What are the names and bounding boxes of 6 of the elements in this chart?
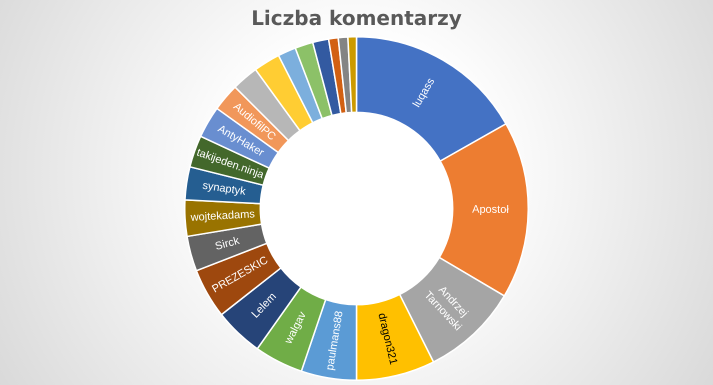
- slice-label: paulmans88: [324, 310, 346, 372]
- chart-title: Liczba komentarzy: [251, 6, 462, 30]
- slice-label: Sirck: [214, 234, 242, 253]
- slice-label: wojtekadams: [189, 208, 256, 224]
- slice-label: synaptyk: [202, 180, 247, 198]
- slice-label: Apostoł: [472, 204, 510, 216]
